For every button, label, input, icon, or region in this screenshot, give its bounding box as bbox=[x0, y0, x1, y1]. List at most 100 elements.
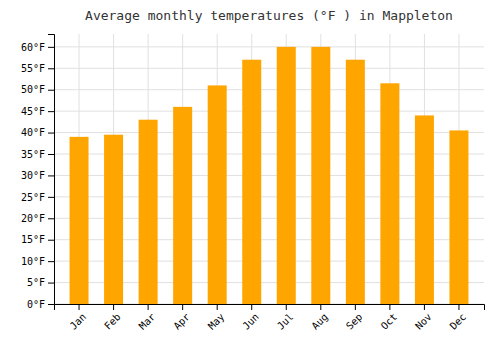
tick-mark bbox=[48, 261, 54, 262]
tick-mark bbox=[251, 304, 252, 310]
bar bbox=[70, 137, 89, 304]
tick-mark bbox=[48, 304, 54, 305]
tick-label: Mar bbox=[137, 311, 158, 332]
tick-mark bbox=[48, 197, 54, 198]
bar bbox=[104, 135, 123, 304]
tick-label: Dec bbox=[448, 311, 469, 332]
tick-mark bbox=[355, 304, 356, 310]
bar bbox=[311, 47, 330, 304]
tick-mark bbox=[424, 304, 425, 310]
grid bbox=[54, 34, 484, 304]
tick-mark bbox=[113, 304, 114, 310]
tick-mark bbox=[320, 304, 321, 310]
tick: 40°F bbox=[21, 127, 54, 138]
y-axis: 0°F 5°F 10°F 15°F 20°F 25°F 30°F 35°F 40°F 45°F 50… bbox=[21, 35, 55, 310]
tick-label: 30°F bbox=[21, 170, 45, 181]
tick: 45°F bbox=[21, 106, 54, 117]
tick-mark bbox=[217, 304, 218, 310]
tick: 15°F bbox=[21, 234, 54, 245]
tick-label: Nov bbox=[413, 311, 434, 332]
tick: Feb bbox=[102, 304, 123, 332]
tick-mark bbox=[48, 133, 54, 134]
bar bbox=[346, 60, 365, 304]
tick-mark bbox=[148, 304, 149, 310]
tick: Mar bbox=[137, 304, 158, 332]
tick-mark bbox=[48, 68, 54, 69]
x-axis: Jan Feb Mar Apr May Jun Jul Aug Sep Oct Nov Dec bbox=[55, 304, 485, 332]
tick-mark bbox=[48, 283, 54, 284]
tick: Oct bbox=[379, 304, 400, 332]
tick: Aug bbox=[309, 304, 330, 332]
tick-label: 0°F bbox=[27, 299, 45, 310]
plot: 0°F 5°F 10°F 15°F 20°F 25°F 30°F 35°F 40°F 45°F 50… bbox=[21, 34, 485, 332]
bars bbox=[70, 47, 469, 304]
title: Average monthly temperatures (°F ) in Ma… bbox=[85, 8, 453, 23]
axis-line bbox=[55, 305, 485, 311]
tick: Nov bbox=[413, 304, 434, 332]
grid-line bbox=[54, 111, 484, 112]
tick-label: 55°F bbox=[21, 63, 45, 74]
tick: Jun bbox=[240, 304, 261, 332]
tick-label: Sep bbox=[344, 311, 365, 332]
grid-line bbox=[54, 46, 484, 47]
tick-label: 25°F bbox=[21, 192, 45, 203]
tick: 30°F bbox=[21, 170, 54, 181]
tick: 10°F bbox=[21, 256, 54, 267]
tick: 5°F bbox=[27, 277, 54, 288]
tick: Jan bbox=[68, 304, 89, 332]
tick-label: 15°F bbox=[21, 234, 45, 245]
tick-label: Feb bbox=[102, 311, 123, 332]
tick-mark bbox=[48, 47, 54, 48]
bar bbox=[415, 115, 434, 304]
tick: Dec bbox=[448, 304, 469, 332]
tick: Apr bbox=[171, 304, 192, 332]
tick-label: 40°F bbox=[21, 127, 45, 138]
bar bbox=[449, 130, 468, 304]
tick-mark bbox=[48, 90, 54, 91]
tick-label: 20°F bbox=[21, 213, 45, 224]
bar bbox=[380, 83, 399, 304]
grid-line bbox=[54, 89, 484, 90]
tick-mark bbox=[182, 304, 183, 310]
tick-label: Jul bbox=[275, 311, 296, 332]
bar bbox=[139, 120, 158, 304]
tick: Jul bbox=[275, 304, 296, 332]
tick-mark bbox=[48, 111, 54, 112]
tick-mark bbox=[48, 175, 54, 176]
tick-label: 45°F bbox=[21, 106, 45, 117]
tick: 35°F bbox=[21, 149, 54, 160]
tick-label: May bbox=[206, 311, 227, 332]
tick-mark bbox=[286, 304, 287, 310]
tick-label: Apr bbox=[171, 311, 192, 332]
tick: 25°F bbox=[21, 192, 54, 203]
tick-mark bbox=[458, 304, 459, 310]
tick-mark bbox=[48, 154, 54, 155]
tick-label: 5°F bbox=[27, 277, 45, 288]
tick: 0°F bbox=[27, 299, 54, 310]
tick-label: Oct bbox=[379, 311, 400, 332]
tick-label: Aug bbox=[309, 311, 330, 332]
bar bbox=[173, 107, 192, 304]
tick: Sep bbox=[344, 304, 365, 332]
tick-mark bbox=[48, 218, 54, 219]
axis-line bbox=[48, 35, 55, 305]
bar bbox=[242, 60, 261, 304]
bar bbox=[208, 85, 227, 304]
tick-mark bbox=[48, 240, 54, 241]
tick-label: Jan bbox=[68, 311, 89, 332]
tick-mark bbox=[79, 304, 80, 310]
tick-mark bbox=[389, 304, 390, 310]
chart: 0°F 5°F 10°F 15°F 20°F 25°F 30°F 35°F 40°F 45°F 50… bbox=[0, 0, 500, 350]
tick-label: 10°F bbox=[21, 256, 45, 267]
tick-label: 50°F bbox=[21, 84, 45, 95]
tick: 50°F bbox=[21, 84, 54, 95]
tick-label: 60°F bbox=[21, 42, 45, 53]
bar bbox=[277, 47, 296, 304]
tick: 60°F bbox=[21, 42, 54, 53]
tick: 20°F bbox=[21, 213, 54, 224]
tick: 55°F bbox=[21, 63, 54, 74]
tick: May bbox=[206, 304, 227, 332]
tick-label: Jun bbox=[240, 311, 261, 332]
grid-line bbox=[54, 68, 484, 69]
tick-label: 35°F bbox=[21, 149, 45, 160]
